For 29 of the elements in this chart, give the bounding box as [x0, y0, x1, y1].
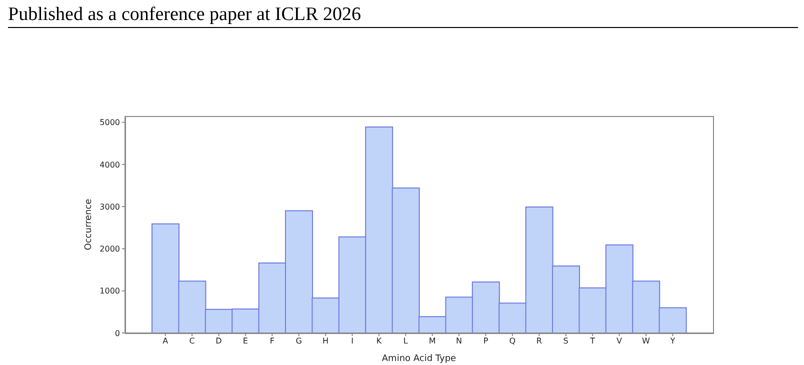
- x-tick-label: S: [563, 336, 568, 346]
- text: Published as a conference paper at ICLR 2026: [8, 4, 798, 28]
- x-tick-label: A: [162, 336, 169, 346]
- x-tick-label: M: [428, 336, 436, 346]
- x-tick-label: I: [351, 336, 354, 346]
- x-tick-label: W: [642, 336, 650, 346]
- x-tick-label: N: [456, 336, 462, 346]
- x-tick-label: Q: [509, 336, 516, 346]
- y-tick-label: 5000: [100, 118, 120, 128]
- x-tick-label: V: [616, 336, 623, 346]
- x-tick-label: K: [376, 336, 382, 346]
- x-tick-label: E: [242, 336, 248, 346]
- x-tick-label: P: [483, 336, 488, 346]
- y-tick-label: 0: [114, 328, 120, 338]
- x-tick-label: H: [322, 336, 329, 346]
- y-tick-label: 1000: [100, 286, 120, 296]
- x-tick-label: R: [536, 336, 542, 346]
- y-tick-label: 3000: [100, 202, 120, 212]
- x-tick-label: D: [216, 336, 222, 346]
- x-tick-label: Y: [669, 336, 676, 346]
- x-tick-label: F: [270, 336, 275, 346]
- x-tick-label: L: [403, 336, 408, 346]
- x-axis-title: Amino Acid Type: [382, 354, 457, 364]
- x-tick-label: C: [189, 336, 196, 346]
- y-tick-label: 2000: [100, 244, 120, 254]
- x-tick-label: G: [296, 336, 302, 346]
- x-tick-label: T: [589, 336, 596, 346]
- y-axis-title: Occurrence: [84, 198, 94, 250]
- y-tick-label: 4000: [100, 160, 120, 170]
